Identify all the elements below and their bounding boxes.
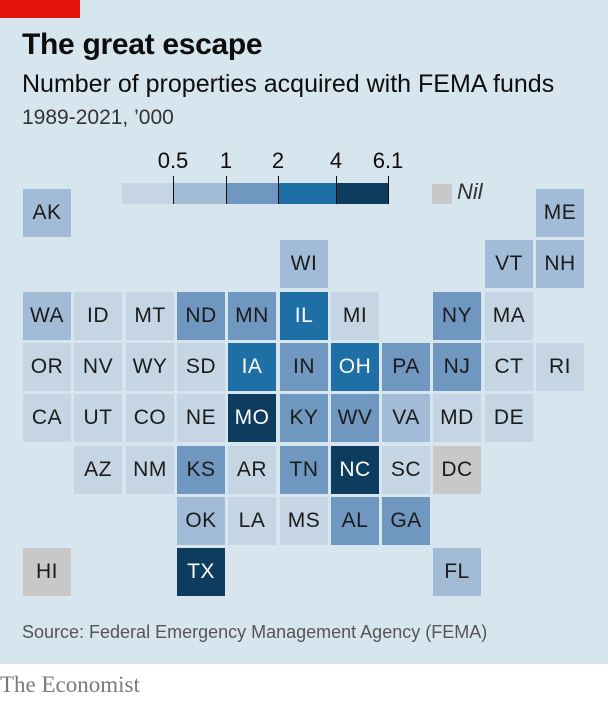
state-tile-ne: NE — [177, 394, 225, 442]
state-tile-ny: NY — [433, 292, 481, 340]
state-tile-wy: WY — [126, 343, 174, 391]
legend-tick-label: 6.1 — [372, 148, 404, 173]
state-tile-co: CO — [126, 394, 174, 442]
state-tile-il: IL — [280, 292, 328, 340]
state-tile-dc: DC — [433, 446, 481, 494]
state-tile-ga: GA — [382, 497, 430, 545]
chart-unit-note: 1989-2021, ’000 — [22, 106, 174, 129]
state-tile-wv: WV — [331, 394, 379, 442]
legend-tick-label: 0.5 — [157, 148, 189, 173]
legend-tick — [278, 176, 279, 204]
state-tile-ia: IA — [228, 343, 276, 391]
state-tile-mn: MN — [228, 292, 276, 340]
state-tile-la: LA — [228, 497, 276, 545]
brand-red-tag — [0, 0, 80, 18]
state-tile-ks: KS — [177, 446, 225, 494]
state-tile-md: MD — [433, 394, 481, 442]
legend-swatch — [173, 183, 226, 204]
legend-tick — [173, 176, 174, 204]
legend-tick-label: 1 — [219, 148, 233, 173]
state-tile-az: AZ — [74, 446, 122, 494]
state-tile-ct: CT — [485, 343, 533, 391]
state-tile-wa: WA — [23, 292, 71, 340]
state-tile-ar: AR — [228, 446, 276, 494]
legend-swatch — [336, 183, 388, 204]
state-tile-ut: UT — [74, 394, 122, 442]
state-tile-mt: MT — [126, 292, 174, 340]
state-tile-tx: TX — [177, 548, 225, 596]
state-tile-wi: WI — [280, 240, 328, 288]
legend-swatch — [226, 183, 278, 204]
state-tile-de: DE — [485, 394, 533, 442]
chart-panel: The great escape Number of properties ac… — [0, 0, 608, 664]
state-tile-va: VA — [382, 394, 430, 442]
state-tile-id: ID — [74, 292, 122, 340]
legend-nil-label: Nil — [457, 179, 483, 204]
state-tile-mi: MI — [331, 292, 379, 340]
state-tile-nj: NJ — [433, 343, 481, 391]
state-tile-tn: TN — [280, 446, 328, 494]
state-tile-nc: NC — [331, 446, 379, 494]
state-tile-al: AL — [331, 497, 379, 545]
state-tile-pa: PA — [382, 343, 430, 391]
legend-tick — [226, 176, 227, 204]
state-tile-fl: FL — [433, 548, 481, 596]
legend-tick-label: 4 — [329, 148, 343, 173]
legend-swatch — [278, 183, 336, 204]
state-tile-nh: NH — [536, 240, 584, 288]
state-tile-nd: ND — [177, 292, 225, 340]
chart-subtitle: Number of properties acquired with FEMA … — [22, 70, 555, 98]
legend-swatch — [122, 183, 173, 204]
state-tile-ky: KY — [280, 394, 328, 442]
legend-nil-swatch — [432, 184, 452, 204]
legend-tick — [388, 176, 389, 204]
state-tile-nv: NV — [74, 343, 122, 391]
state-tile-ma: MA — [485, 292, 533, 340]
state-tile-sd: SD — [177, 343, 225, 391]
state-tile-nm: NM — [126, 446, 174, 494]
publisher-logo: The Economist — [0, 672, 140, 697]
source-note: Source: Federal Emergency Management Age… — [22, 622, 488, 642]
state-tile-in: IN — [280, 343, 328, 391]
chart-title: The great escape — [22, 28, 263, 61]
legend-tick-label: 2 — [271, 148, 285, 173]
state-tile-ca: CA — [23, 394, 71, 442]
state-tile-or: OR — [23, 343, 71, 391]
state-tile-oh: OH — [331, 343, 379, 391]
state-tile-sc: SC — [382, 446, 430, 494]
state-tile-me: ME — [536, 189, 584, 237]
state-tile-ok: OK — [177, 497, 225, 545]
state-tile-mo: MO — [228, 394, 276, 442]
state-tile-hi: HI — [23, 548, 71, 596]
state-tile-vt: VT — [485, 240, 533, 288]
legend-tick — [336, 176, 337, 204]
state-tile-ms: MS — [280, 497, 328, 545]
state-tile-ak: AK — [23, 189, 71, 237]
state-tile-ri: RI — [536, 343, 584, 391]
